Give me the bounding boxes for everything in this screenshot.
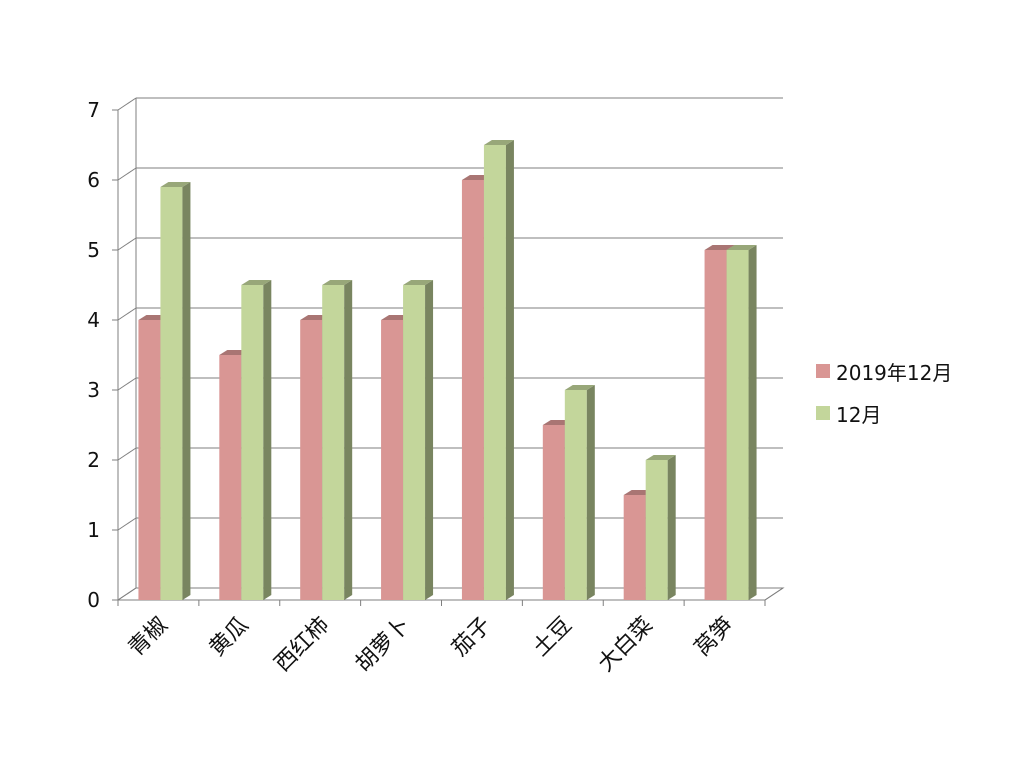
bar-front <box>403 285 426 600</box>
bar-front <box>461 180 484 600</box>
x-tick-label: 胡萝卜 <box>351 613 415 677</box>
y-tick-label: 3 <box>87 378 100 402</box>
bar-front <box>138 320 161 600</box>
y-tick-label: 6 <box>87 168 100 192</box>
bar-front <box>483 145 506 600</box>
legend-label-series-1: 2019年12月 <box>836 360 953 385</box>
x-tick-label: 青椒 <box>124 613 173 662</box>
bar-side <box>667 455 676 600</box>
gridline-diag <box>117 377 137 391</box>
bar-top <box>241 280 272 285</box>
gridline-diag <box>117 167 137 181</box>
bar-front <box>219 355 242 600</box>
legend-swatch-series-2 <box>816 406 830 420</box>
bar-side <box>586 385 595 600</box>
bar-side <box>263 280 272 600</box>
gridline-diag <box>117 307 137 321</box>
bar-side <box>748 245 757 600</box>
bar-2-8 <box>726 245 757 600</box>
bar-top <box>160 182 191 187</box>
legend: 2019年12月 12月 <box>816 350 952 434</box>
y-tick-label: 1 <box>87 518 100 542</box>
bar-side <box>344 280 353 600</box>
bar-top <box>483 140 514 145</box>
bar-2-4 <box>403 280 434 600</box>
bar-top <box>403 280 434 285</box>
x-tick-label: 西红柿 <box>270 613 334 677</box>
chart-bars <box>138 140 757 600</box>
bar-side <box>182 182 191 600</box>
bar-front <box>542 425 565 600</box>
legend-label-series-2: 12月 <box>836 402 882 427</box>
bar-side <box>505 140 514 600</box>
floor-edge <box>764 587 784 601</box>
bar-2-3 <box>322 280 353 600</box>
bar-front <box>623 495 646 600</box>
x-tick-label: 土豆 <box>528 613 577 662</box>
bar-top <box>564 385 595 390</box>
bar-top <box>322 280 353 285</box>
bar-2-6 <box>564 385 595 600</box>
y-tick-label: 0 <box>87 588 100 612</box>
bar-front <box>381 320 404 600</box>
bar-top <box>704 245 735 250</box>
bar-front <box>160 187 183 600</box>
bar-top <box>726 245 757 250</box>
chart-axes <box>112 97 785 606</box>
y-tick-label: 5 <box>87 238 100 262</box>
bar-2-7 <box>645 455 676 600</box>
y-tick-label: 4 <box>87 308 100 332</box>
gridline-diag <box>117 587 137 601</box>
bar-2-5 <box>483 140 514 600</box>
bar-front <box>322 285 345 600</box>
bar-front <box>300 320 323 600</box>
bar-top <box>645 455 676 460</box>
legend-item-series-1: 2019年12月 <box>816 350 952 392</box>
bar-2-2 <box>241 280 272 600</box>
bar-front <box>645 460 668 600</box>
bar-front <box>564 390 587 600</box>
gridline-diag <box>117 517 137 531</box>
bar-side <box>425 280 434 600</box>
bar-front <box>726 250 749 600</box>
x-tick-label: 茄子 <box>447 613 496 662</box>
gridline-diag <box>117 97 137 111</box>
x-tick-label: 黄瓜 <box>205 613 254 662</box>
gridline-diag <box>117 237 137 251</box>
legend-item-series-2: 12月 <box>816 392 952 434</box>
y-tick-label: 7 <box>87 98 100 122</box>
bar-2-1 <box>160 182 191 600</box>
x-tick-label: 莴笋 <box>690 613 739 662</box>
x-tick-label: 大白菜 <box>594 613 658 677</box>
bar-front <box>241 285 264 600</box>
bar-front <box>704 250 727 600</box>
y-tick-label: 2 <box>87 448 100 472</box>
gridline-diag <box>117 447 137 461</box>
chart-floor <box>116 587 785 601</box>
legend-swatch-series-1 <box>816 364 830 378</box>
